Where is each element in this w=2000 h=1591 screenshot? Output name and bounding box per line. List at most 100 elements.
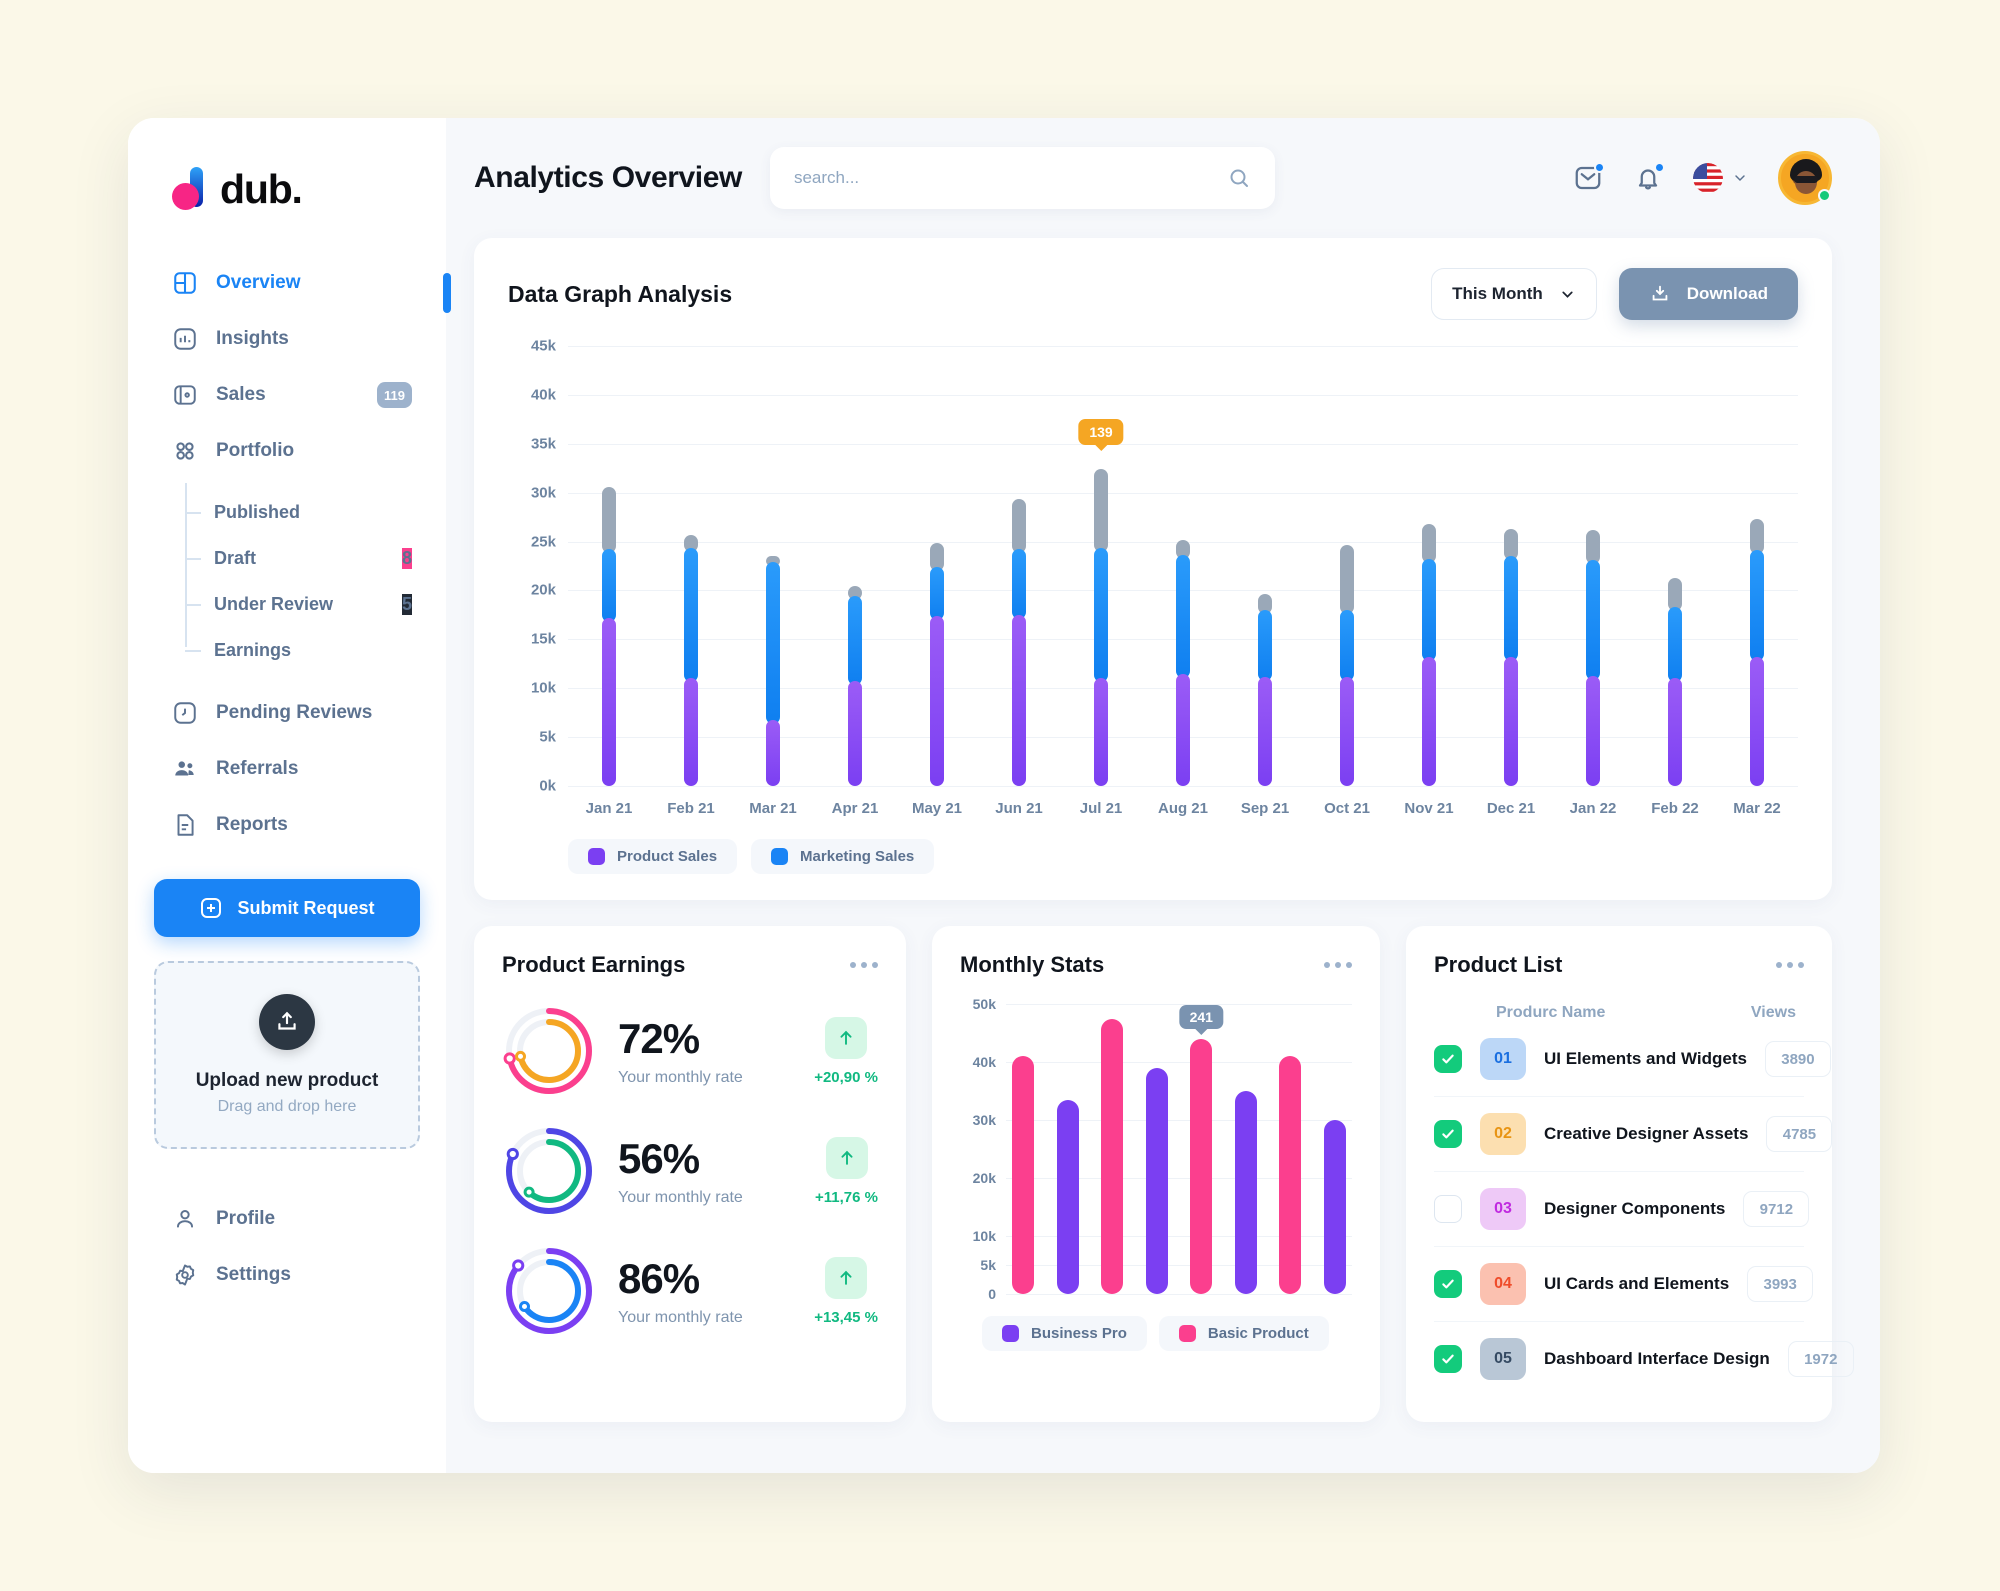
sidebar-subitem-label: Earnings (214, 639, 292, 660)
bar-column[interactable] (1422, 346, 1436, 786)
chart-toolbar: This Month Download (1431, 268, 1798, 320)
sidebar-subitem-draft[interactable]: Draft 8 (128, 535, 446, 581)
chevron-down-icon (1735, 175, 1745, 182)
sidebar-subitem-under-review[interactable]: Under Review 5 (128, 581, 446, 627)
sidebar-item-insights[interactable]: Insights (128, 311, 446, 367)
bar-segment-purple (1012, 614, 1026, 786)
bar[interactable]: 241 (1179, 1004, 1223, 1294)
x-tick-label: May 21 (911, 800, 963, 817)
product-list-card: Product List Produrc Name Views 01 UI Ele… (1406, 926, 1854, 1422)
bar[interactable] (1012, 1056, 1034, 1294)
bar[interactable] (1101, 1018, 1124, 1294)
sidebar-item-sales[interactable]: Sales 119 (128, 367, 446, 423)
sidebar-item-label: Overview (216, 272, 301, 293)
views-count: 3890 (1764, 1041, 1831, 1077)
messages-button[interactable] (1573, 162, 1605, 193)
bar[interactable] (1234, 1091, 1257, 1294)
table-row[interactable]: 04 UI Cards and Elements 3993 (1434, 1247, 1814, 1322)
bar-segment-purple (1258, 676, 1272, 786)
bar-column[interactable] (848, 346, 862, 786)
bar-segment-blue (1750, 550, 1764, 661)
bar[interactable] (1056, 1099, 1079, 1294)
search-box[interactable] (769, 147, 1275, 209)
upload-dropzone[interactable]: Upload new product Drag and drop here (154, 961, 420, 1149)
bar-column[interactable] (1504, 346, 1518, 786)
row-checkbox[interactable] (1434, 1270, 1462, 1298)
row-checkbox[interactable] (1434, 1045, 1462, 1073)
card-menu-button[interactable] (1776, 962, 1804, 968)
sidebar-item-referrals[interactable]: Referrals (128, 741, 446, 797)
bar-segment-blue (684, 547, 698, 683)
main-area: Analytics Overview (446, 118, 1880, 1473)
date-range-select[interactable]: This Month (1431, 268, 1597, 320)
bar-column[interactable] (1586, 346, 1600, 786)
upload-icon (278, 1011, 296, 1030)
card-menu-button[interactable] (850, 962, 878, 968)
table-row[interactable]: 03 Designer Components 9712 (1434, 1172, 1810, 1247)
grid-line (1006, 1265, 1352, 1266)
y-tick-label: 40k (972, 1054, 996, 1070)
table-row[interactable]: 02 Creative Designer Assets 4785 (1434, 1097, 1833, 1172)
sidebar-item-label: Referrals (216, 758, 299, 779)
app-logo[interactable]: dub. (128, 154, 446, 213)
column-header-views: Views (1750, 1004, 1796, 1021)
bar-column[interactable] (1176, 346, 1190, 786)
legend-item[interactable]: Business Pro (982, 1316, 1147, 1351)
avatar[interactable] (1778, 151, 1832, 205)
bar-column[interactable] (1012, 346, 1026, 786)
y-tick-label: 0k (539, 777, 556, 795)
bar-column[interactable] (1340, 346, 1354, 786)
sidebar-item-settings[interactable]: Settings (128, 1247, 446, 1303)
sidebar-item-portfolio[interactable]: Portfolio (128, 423, 446, 479)
gear-icon (175, 1264, 195, 1286)
row-checkbox[interactable] (1434, 1345, 1462, 1373)
bar-segment-blue (1340, 610, 1354, 681)
check-icon (1442, 1054, 1454, 1064)
row-checkbox[interactable] (1434, 1120, 1462, 1148)
bar-column[interactable] (1258, 346, 1272, 786)
download-label: Download (1686, 284, 1768, 303)
bar-column[interactable]: 139 (1078, 346, 1124, 786)
submit-request-button[interactable]: Submit Request (154, 879, 420, 937)
x-tick-label: Feb 21 (667, 800, 715, 817)
bar-column[interactable] (1668, 346, 1682, 786)
x-tick-label: Nov 21 (1404, 800, 1454, 817)
sidebar-item-reports[interactable]: Reports (128, 797, 446, 853)
legend-item[interactable]: Marketing Sales (751, 839, 935, 874)
sidebar-item-profile[interactable]: Profile (128, 1191, 446, 1247)
card-menu-button[interactable] (1324, 962, 1352, 968)
bar[interactable] (1279, 1056, 1302, 1294)
bar-column[interactable] (684, 346, 698, 786)
legend-item[interactable]: Product Sales (568, 839, 738, 874)
bar-segment-grey (930, 542, 944, 572)
product-name: Creative Designer Assets (1544, 1124, 1749, 1143)
notifications-button[interactable] (1633, 162, 1665, 193)
bar-column[interactable] (602, 346, 616, 786)
bar[interactable] (1145, 1067, 1168, 1294)
sidebar: dub. Overview Insights Sales (128, 118, 451, 1473)
earnings-subtitle: Your monthly rate (618, 1309, 743, 1326)
x-tick-label: Dec 21 (1486, 800, 1536, 817)
arrow-up-icon (840, 1150, 853, 1165)
earnings-delta: +20,90 % (814, 1068, 878, 1086)
table-row[interactable]: 05 Dashboard Interface Design 1972 (1434, 1322, 1854, 1396)
bar[interactable] (1323, 1120, 1346, 1294)
sidebar-subitem-earnings[interactable]: Earnings (128, 627, 446, 673)
legend-item[interactable]: Basic Product (1158, 1316, 1329, 1351)
bar-segment-blue (602, 549, 616, 622)
bar-column[interactable] (930, 346, 944, 786)
sidebar-item-overview[interactable]: Overview (128, 255, 451, 313)
language-selector[interactable] (1693, 163, 1748, 193)
download-button[interactable]: Download (1618, 268, 1798, 320)
sidebar-item-pending-reviews[interactable]: Pending Reviews (128, 685, 446, 741)
search-icon[interactable] (1227, 166, 1251, 190)
bar-segment-blue (1258, 610, 1272, 681)
bar-column[interactable] (1750, 346, 1764, 786)
row-checkbox[interactable] (1434, 1195, 1462, 1223)
sidebar-subitem-published[interactable]: Published (128, 489, 446, 535)
search-input[interactable] (793, 168, 1215, 188)
table-row[interactable]: 01 UI Elements and Widgets 3890 (1434, 1022, 1831, 1097)
upload-button[interactable] (259, 994, 315, 1050)
bar-column[interactable] (766, 346, 780, 786)
monthly-stats-plot: 0 5k 10k 20k 30k 40k 50k 241 (960, 996, 1352, 1302)
